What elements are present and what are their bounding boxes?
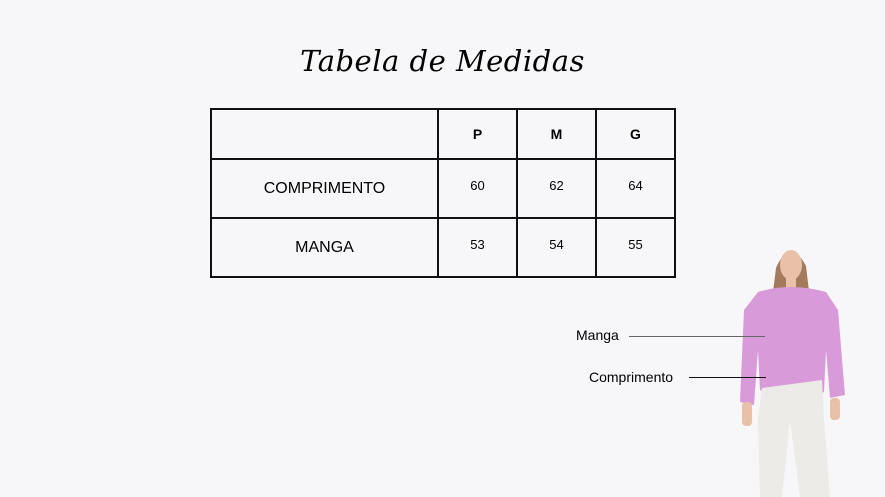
cell-value: 60 [437,158,518,219]
cell-value: 53 [437,217,518,278]
cell-value: 54 [516,217,597,278]
header-empty-cell [210,108,439,160]
row-label: COMPRIMENTO [210,158,439,219]
row-label: MANGA [210,217,439,278]
header-size-m: M [516,108,597,160]
cell-value: 64 [595,158,676,219]
page-title: Tabela de Medidas [300,44,585,78]
callout-comprimento: Comprimento [589,369,674,385]
table-row: COMPRIMENTO 60 62 64 [210,158,676,219]
table-header-row: P M G [210,108,676,160]
table-row: MANGA 53 54 55 [210,217,676,278]
callout-manga-line [629,336,765,337]
cell-value: 55 [595,217,676,278]
header-size-p: P [437,108,518,160]
cell-value: 62 [516,158,597,219]
callout-comprimento-line [689,377,766,378]
callout-manga: Manga [576,327,619,343]
header-size-g: G [595,108,676,160]
size-table: P M G COMPRIMENTO 60 62 64 MANGA 53 54 5… [210,108,676,278]
model-figure [740,250,845,497]
